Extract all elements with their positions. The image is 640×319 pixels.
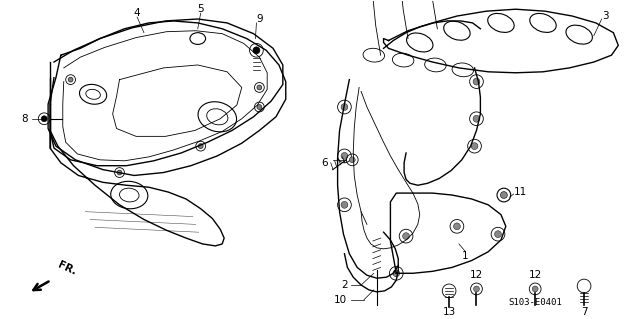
Text: 2: 2 xyxy=(340,280,348,290)
Text: 7: 7 xyxy=(580,308,588,317)
Circle shape xyxy=(495,231,501,238)
Circle shape xyxy=(341,152,348,160)
Text: 8: 8 xyxy=(21,114,28,124)
Text: 4: 4 xyxy=(134,8,140,18)
Circle shape xyxy=(473,115,480,122)
Circle shape xyxy=(393,270,400,277)
Circle shape xyxy=(473,78,480,85)
Circle shape xyxy=(253,47,260,54)
Circle shape xyxy=(41,116,47,122)
Circle shape xyxy=(68,77,73,82)
Circle shape xyxy=(341,104,348,110)
Circle shape xyxy=(474,286,479,292)
Circle shape xyxy=(500,192,508,198)
Text: 12: 12 xyxy=(529,270,542,280)
Circle shape xyxy=(341,201,348,208)
Text: 12: 12 xyxy=(470,270,483,280)
Text: 11: 11 xyxy=(514,187,527,197)
Text: 13: 13 xyxy=(442,308,456,317)
Text: 5: 5 xyxy=(197,4,204,14)
Circle shape xyxy=(471,143,478,150)
Text: S103-E0401: S103-E0401 xyxy=(508,298,562,307)
Circle shape xyxy=(117,170,122,175)
Text: 10: 10 xyxy=(334,295,348,305)
Circle shape xyxy=(403,233,410,240)
Circle shape xyxy=(349,157,355,163)
Text: 9: 9 xyxy=(256,14,262,24)
Text: FR.: FR. xyxy=(56,260,77,277)
Text: 3: 3 xyxy=(602,11,609,21)
Text: 1: 1 xyxy=(461,251,468,261)
Circle shape xyxy=(257,85,262,90)
Circle shape xyxy=(257,105,262,109)
Text: 6: 6 xyxy=(321,158,328,168)
Circle shape xyxy=(198,144,203,149)
Circle shape xyxy=(454,223,460,230)
Circle shape xyxy=(532,286,538,292)
